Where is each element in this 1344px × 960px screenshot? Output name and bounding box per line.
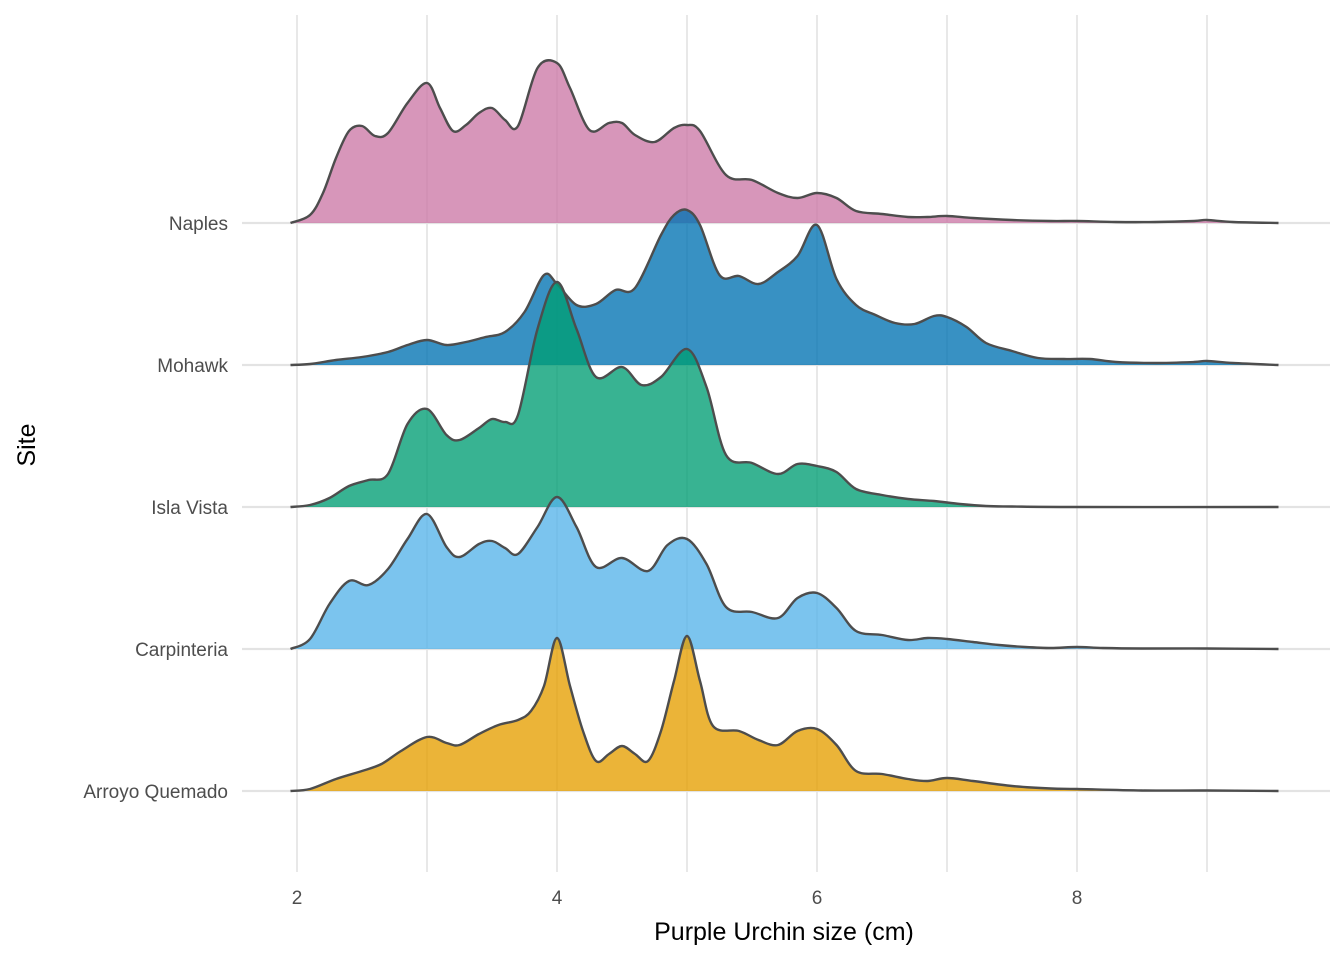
ridge-outline-arroyo-quemado bbox=[290, 634, 1279, 793]
ridge-area-mohawk bbox=[290, 209, 1279, 365]
x-tick-label: 8 bbox=[1072, 888, 1083, 909]
x-tick-label: 6 bbox=[812, 888, 823, 909]
x-tick-label: 4 bbox=[552, 888, 563, 909]
y-tick-label-isla-vista: Isla Vista bbox=[151, 498, 228, 519]
ridge-area-arroyo-quemado bbox=[290, 636, 1279, 791]
y-tick-label-mohawk: Mohawk bbox=[157, 356, 228, 377]
y-tick-labels: Arroyo Quemado Carpinteria Isla Vista Mohaw… bbox=[83, 214, 228, 803]
y-tick-label-carpinteria: Carpinteria bbox=[135, 640, 228, 661]
y-axis-title: Site bbox=[13, 423, 41, 466]
ridge-outline-mohawk bbox=[290, 208, 1279, 367]
y-tick-label-arroyo-quemado: Arroyo Quemado bbox=[83, 782, 228, 803]
ridge-isla-vista bbox=[290, 280, 1279, 509]
density-ridges bbox=[289, 59, 1279, 793]
x-tick-label: 2 bbox=[292, 888, 303, 909]
ridge-outline-naples bbox=[290, 59, 1279, 225]
ridge-mohawk bbox=[290, 208, 1279, 367]
ridge-carpinteria bbox=[289, 495, 1279, 651]
ridge-naples bbox=[290, 59, 1279, 225]
ridge-outline-isla-vista bbox=[290, 280, 1279, 509]
ridge-outline-carpinteria bbox=[289, 495, 1279, 651]
ridge-area-naples bbox=[290, 60, 1279, 223]
ridge-area-carpinteria bbox=[290, 497, 1279, 649]
x-axis-title: Purple Urchin size (cm) bbox=[654, 918, 914, 946]
ridge-arroyo-quemado bbox=[290, 634, 1279, 793]
x-tick-labels: 2 4 6 8 bbox=[292, 888, 1083, 909]
y-tick-label-naples: Naples bbox=[169, 214, 228, 235]
ridge-area-isla-vista bbox=[290, 282, 1279, 508]
